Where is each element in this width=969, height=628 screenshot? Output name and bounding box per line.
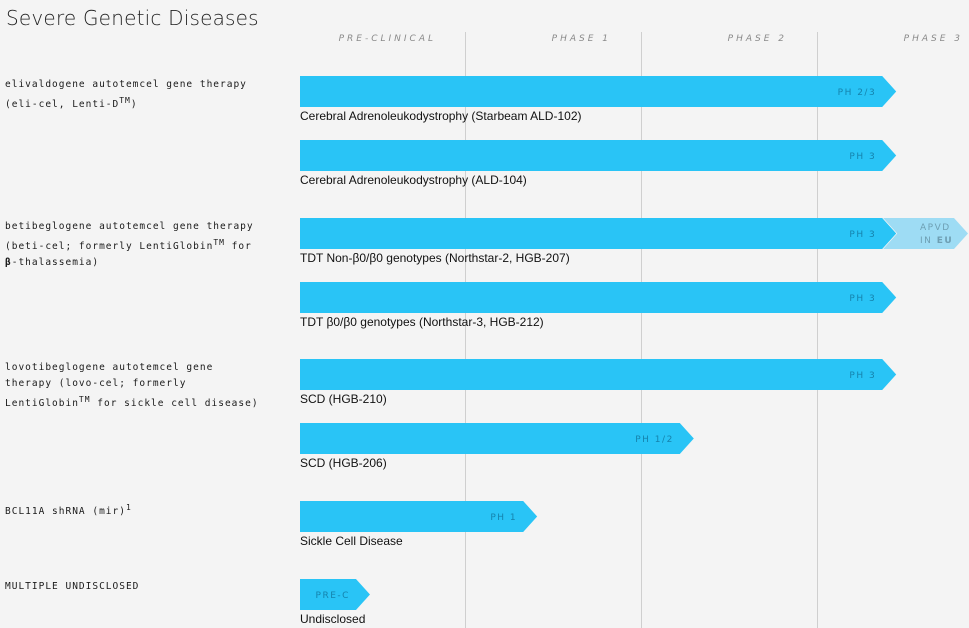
- indication-label-0-0: Cerebral Adrenoleukodystrophy (Starbeam …: [300, 109, 582, 123]
- program-label-2: lovotibeglogene autotemcel gene therapy (…: [5, 362, 259, 410]
- approved-label-line2: IN EU: [920, 236, 953, 246]
- indication-label-4-0: Undisclosed: [300, 612, 366, 626]
- indication-label-3-0: Sickle Cell Disease: [300, 534, 403, 548]
- bar-stage-label-0-0: PH 2/3: [838, 88, 877, 98]
- grid-line-0: [465, 32, 466, 628]
- bar-0-0: [300, 76, 897, 107]
- approved-arrow: [883, 218, 968, 249]
- page-title: Severe Genetic Diseases: [6, 6, 259, 30]
- bar-stage-label-0-1: PH 3: [849, 152, 876, 162]
- program-label-1: betibeglogene autotemcel gene therapy (be…: [5, 221, 254, 269]
- phase-label-0: PRE-CLINICAL: [338, 34, 436, 44]
- indication-label-1-0: TDT Non-β0/β0 genotypes (Northstar-2, HG…: [300, 251, 570, 265]
- bar-2-1: [300, 423, 694, 454]
- phase-label-2: PHASE 2: [727, 34, 787, 44]
- bar-1-0: [300, 218, 897, 249]
- bar-stage-label-3-0: PH 1: [490, 513, 517, 523]
- indication-label-0-1: Cerebral Adrenoleukodystrophy (ALD-104): [300, 173, 527, 187]
- indication-label-2-0: SCD (HGB-210): [300, 392, 387, 406]
- grid-line-2: [817, 32, 818, 628]
- bar-1-1: [300, 282, 897, 313]
- bar-0-1: [300, 140, 897, 171]
- bar-4-0: [300, 579, 370, 610]
- approved-label-line1: APVD: [920, 223, 951, 233]
- program-label-0: elivaldogene autotemcel gene therapy (eli…: [5, 79, 247, 111]
- bar-stage-label-1-0: PH 3: [849, 230, 876, 240]
- program-label-4: MULTIPLE UNDISCLOSED: [5, 581, 140, 592]
- bar-stage-label-2-0: PH 3: [849, 371, 876, 381]
- phase-label-1: PHASE 1: [551, 34, 611, 44]
- indication-label-1-1: TDT β0/β0 genotypes (Northstar-3, HGB-21…: [300, 315, 544, 329]
- bar-3-0: [300, 501, 538, 532]
- program-label-3: BCL11A shRNA (mir)1: [5, 503, 132, 518]
- indication-label-2-1: SCD (HGB-206): [300, 456, 387, 470]
- bar-stage-label-1-1: PH 3: [849, 294, 876, 304]
- bar-2-0: [300, 359, 897, 390]
- bar-stage-label-2-1: PH 1/2: [635, 435, 674, 445]
- bar-stage-label-4-0: PRE-C: [316, 591, 350, 601]
- phase-label-3: PHASE 3: [903, 34, 963, 44]
- grid-line-1: [641, 32, 642, 628]
